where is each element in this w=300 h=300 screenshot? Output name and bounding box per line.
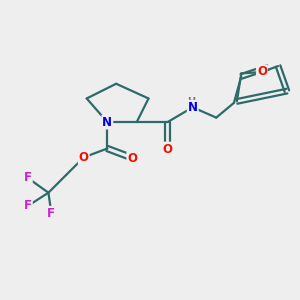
Text: O: O: [127, 152, 137, 165]
Text: O: O: [257, 65, 267, 79]
Text: F: F: [24, 200, 32, 212]
Text: H: H: [187, 97, 195, 107]
Text: F: F: [47, 207, 56, 220]
Text: N: N: [188, 101, 198, 114]
Text: F: F: [24, 172, 32, 184]
Text: O: O: [79, 151, 89, 164]
Text: O: O: [163, 142, 173, 156]
Text: N: N: [102, 116, 112, 128]
